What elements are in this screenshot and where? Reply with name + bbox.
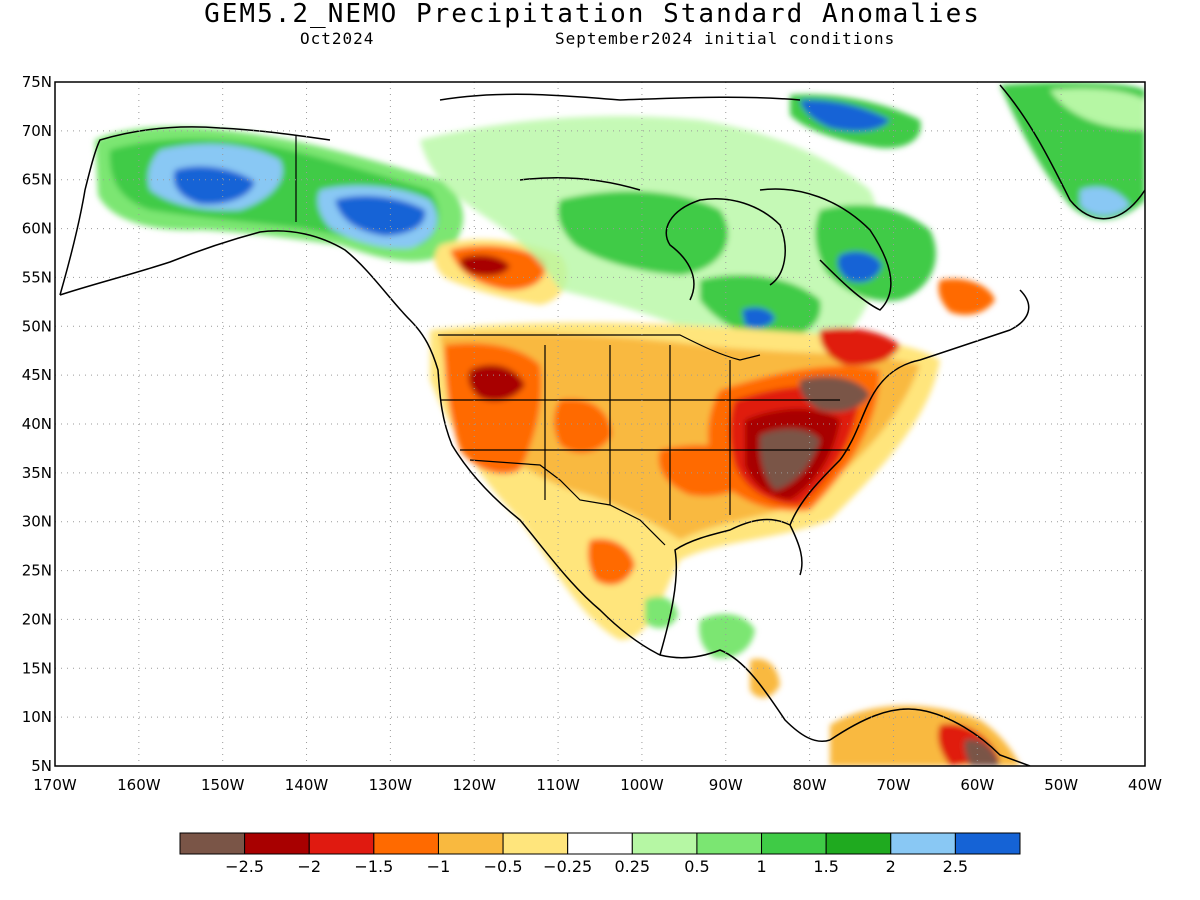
longitude-label: 80W <box>793 776 827 794</box>
graticule <box>55 82 1145 766</box>
latitude-label: 35N <box>22 464 52 482</box>
longitude-label: 40W <box>1128 776 1162 794</box>
colorbar-swatch <box>308 832 375 855</box>
coastline <box>59 84 1145 766</box>
latitude-label: 75N <box>22 73 52 91</box>
latitude-label: 5N <box>31 757 52 775</box>
longitude-label: 150W <box>201 776 245 794</box>
colorbar-tick-label: −2.5 <box>225 857 264 876</box>
colorbar-tick-label: −0.5 <box>484 857 523 876</box>
colorbar-swatch <box>437 832 504 855</box>
latitude-label: 60N <box>22 220 52 238</box>
latitude-label: 45N <box>22 366 52 384</box>
longitude-label: 120W <box>452 776 496 794</box>
latitude-label: 55N <box>22 268 52 286</box>
longitude-label: 90W <box>709 776 743 794</box>
colorbar-swatch <box>696 832 763 855</box>
longitude-label: 50W <box>1044 776 1078 794</box>
longitude-label: 100W <box>620 776 664 794</box>
political-boundaries <box>295 135 850 546</box>
colorbar-tick-label: −0.25 <box>543 857 592 876</box>
colorbar-tick-label: −2 <box>297 857 321 876</box>
colorbar-swatch <box>631 832 698 855</box>
latitude-label: 20N <box>22 610 52 628</box>
latitude-label: 65N <box>22 171 52 189</box>
colorbar-tick-label: −1 <box>427 857 451 876</box>
colorbar-swatch <box>890 832 956 855</box>
longitude-label: 170W <box>33 776 77 794</box>
valid-month-label: Oct2024 <box>300 29 375 48</box>
map-title: GEM5.2_NEMO Precipitation Standard Anoma… <box>204 0 981 29</box>
latitude-label: 70N <box>22 122 52 140</box>
longitude-label: 60W <box>960 776 994 794</box>
longitude-label: 70W <box>877 776 911 794</box>
colorbar-swatch <box>954 832 1021 855</box>
longitude-label: 110W <box>536 776 580 794</box>
colorbar-swatch <box>502 832 569 855</box>
colorbar-tick-label: 0.25 <box>614 857 650 876</box>
colorbar-swatch <box>567 832 633 855</box>
initial-conditions-label: September2024 initial conditions <box>555 29 896 48</box>
latitude-label: 25N <box>22 562 52 580</box>
anomaly-field <box>95 82 1145 766</box>
colorbar-tick-label: −1.5 <box>354 857 393 876</box>
longitude-label: 160W <box>117 776 161 794</box>
colorbar-tick-label: 1 <box>756 857 766 876</box>
latitude-label: 50N <box>22 317 52 335</box>
colorbar-tick-label: 1.5 <box>813 857 838 876</box>
colorbar-swatch <box>244 832 310 855</box>
colorbar-swatch <box>825 832 892 855</box>
colorbar-tick-labels: −2.5 −2 −1.5 −1 −0.5 −0.25 0.25 0.5 1 1.5 2 2.5 <box>225 857 968 876</box>
colorbar-tick-label: 0.5 <box>684 857 709 876</box>
colorbar-tick-label: 2 <box>886 857 896 876</box>
colorbar-swatch <box>179 832 246 855</box>
colorbar-swatch <box>761 832 827 855</box>
colorbar-tick-label: 2.5 <box>943 857 968 876</box>
colorbar-swatch <box>373 832 439 855</box>
latitude-label: 10N <box>22 708 52 726</box>
latitude-label: 15N <box>22 659 52 677</box>
map-frame <box>54 81 1146 767</box>
longitude-labels: 170W 160W 150W 140W 130W 120W 110W 100W 90W 80W 70… <box>33 776 1162 794</box>
latitude-label: 40N <box>22 415 52 433</box>
latitude-label: 30N <box>22 513 52 531</box>
latitude-labels: 75N 70N 65N 60N 55N 50N 45N 40N 35N 30N 25N 20N 15N 1… <box>22 73 52 775</box>
longitude-label: 140W <box>285 776 329 794</box>
longitude-label: 130W <box>369 776 413 794</box>
colorbar <box>179 832 1021 855</box>
